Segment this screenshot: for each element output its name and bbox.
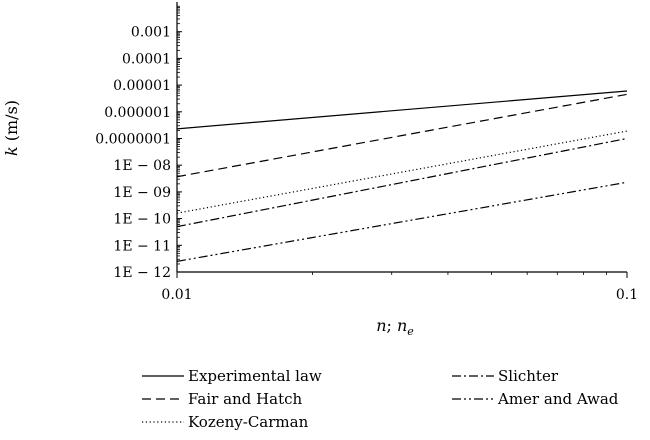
y-tick-label: 1E − 12 bbox=[113, 265, 171, 281]
x-tick-labels: 0.01 0.1 bbox=[161, 287, 638, 303]
x-tick-label: 0.01 bbox=[161, 287, 192, 303]
legend-label-3: Slichter bbox=[498, 367, 559, 385]
y-tick-label: 0.0001 bbox=[122, 51, 171, 67]
legend-label-2: Kozeny-Carman bbox=[188, 413, 309, 431]
y-tick-label: 1E − 11 bbox=[113, 238, 171, 254]
y-tick-labels: 1E − 12 1E − 11 1E − 10 1E − 09 1E − 08 0.000… bbox=[95, 25, 171, 281]
y-tick-label: 1E − 09 bbox=[113, 185, 171, 201]
legend-label-4: Amer and Awad bbox=[497, 390, 619, 408]
y-tick-label: 1E − 10 bbox=[113, 212, 171, 228]
y-axis-ticks bbox=[176, 5, 628, 278]
series-line-4 bbox=[176, 181, 628, 262]
y-tick-label: 1E − 08 bbox=[113, 158, 171, 174]
series-line-3 bbox=[176, 137, 628, 228]
legend-label-0: Experimental law bbox=[188, 367, 322, 385]
y-tick-label: 0.001 bbox=[131, 25, 171, 41]
series-line-0 bbox=[176, 90, 628, 130]
series-line-2 bbox=[176, 130, 628, 214]
series-lines bbox=[176, 90, 628, 262]
y-tick-label: 0.0000001 bbox=[95, 132, 171, 148]
y-tick-label: 0.00001 bbox=[113, 78, 171, 94]
x-axis-title: n; ne bbox=[376, 316, 414, 338]
y-tick-label: 0.000001 bbox=[104, 105, 171, 121]
x-tick-label: 0.1 bbox=[616, 287, 638, 303]
legend-label-1: Fair and Hatch bbox=[188, 390, 302, 408]
series-line-1 bbox=[176, 93, 628, 178]
y-axis-title: k (m/s) bbox=[2, 100, 21, 156]
legend: Experimental law Fair and Hatch Kozeny-Car… bbox=[142, 367, 619, 431]
